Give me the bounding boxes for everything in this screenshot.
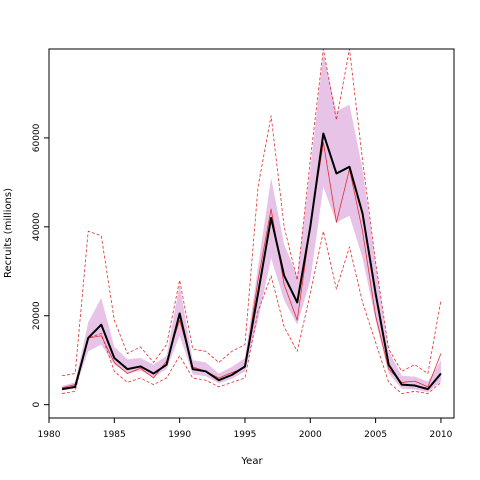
reference-upper-line — [61, 49, 442, 377]
y-axis: 0 20000 40000 60000 — [32, 123, 49, 408]
x-tick-label: 2005 — [364, 430, 387, 440]
x-tick-label: 1990 — [168, 430, 191, 440]
y-tick-label: 40000 — [32, 212, 42, 241]
y-tick-label: 0 — [32, 402, 42, 408]
confidence-band — [62, 53, 441, 393]
x-tick-label: 1980 — [38, 430, 61, 440]
x-axis: 1980 1985 1990 1995 2000 2005 2010 — [38, 418, 453, 440]
confidence-band-layer — [62, 53, 441, 393]
x-tick-label: 2000 — [299, 430, 322, 440]
reference-line — [61, 141, 442, 389]
y-tick-label: 60000 — [32, 123, 42, 152]
x-tick-label: 2010 — [429, 430, 452, 440]
x-tick-label: 1985 — [103, 430, 126, 440]
plot-frame — [48, 48, 455, 419]
estimate-line — [61, 132, 442, 391]
series-layer — [61, 49, 442, 394]
x-tick-label: 1995 — [234, 430, 257, 440]
x-axis-label: Year — [240, 456, 263, 467]
reference-lower-line — [61, 230, 442, 394]
y-tick-label: 20000 — [32, 301, 42, 330]
y-axis-label: Recruits (millions) — [3, 188, 14, 278]
